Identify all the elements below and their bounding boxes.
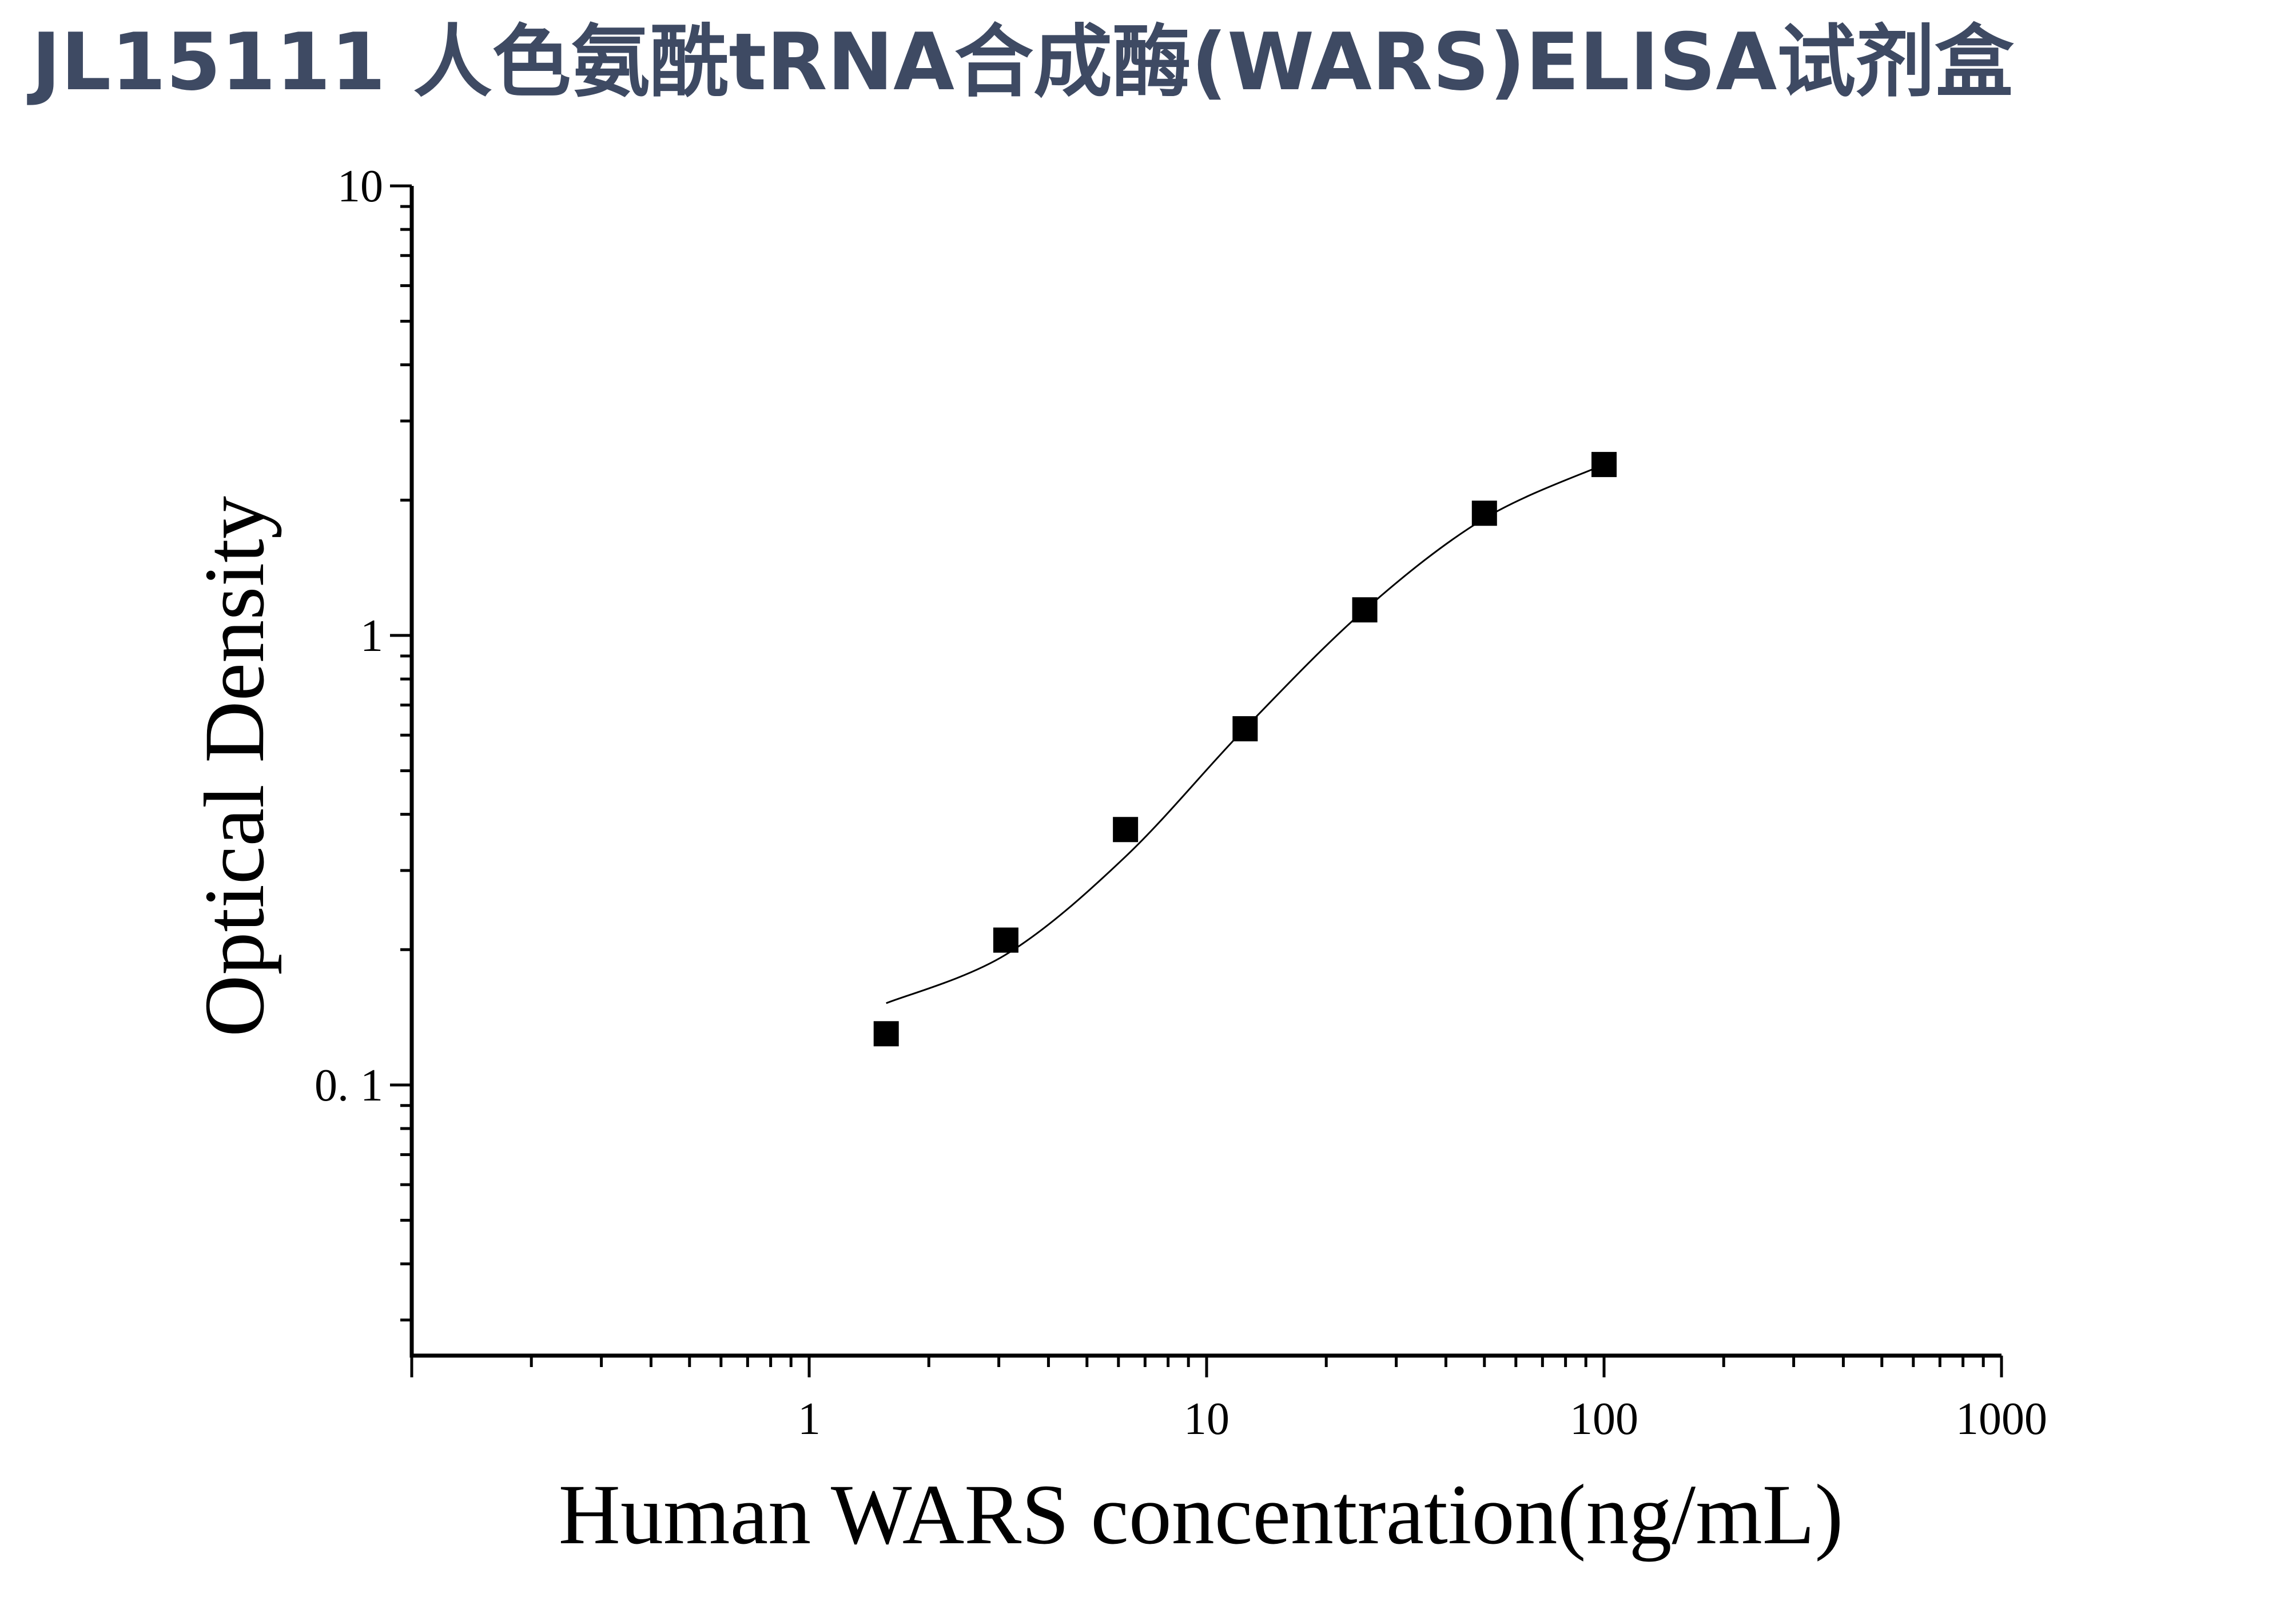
data-point	[1232, 716, 1258, 742]
chart-ticks	[390, 184, 2003, 1377]
data-point	[993, 927, 1018, 953]
data-point	[1113, 817, 1139, 843]
x-tick-label: 100	[1570, 1394, 1638, 1444]
x-tick-label: 10	[1184, 1394, 1229, 1444]
data-point	[873, 1021, 899, 1047]
chart-tick-labels: 1 10 100 1000 10 1 0. 1	[315, 161, 2047, 1444]
y-axis-title: Optical Density	[187, 496, 282, 1037]
x-axis-title: Human WARS concentration(ng/mL)	[559, 1467, 1844, 1562]
data-point	[1471, 500, 1497, 526]
y-tick-label: 1	[360, 611, 383, 661]
x-tick-label: 1	[798, 1394, 821, 1444]
y-tick-label: 0. 1	[315, 1060, 383, 1111]
y-tick-label: 10	[337, 161, 383, 212]
x-tick-label: 1000	[1956, 1394, 2047, 1444]
page-title: JL15111 人色氨酰tRNA合成酶(WARS)ELISA试剂盒	[31, 16, 2014, 108]
data-points	[873, 452, 1617, 1047]
data-point	[1352, 597, 1378, 623]
data-point	[1591, 452, 1617, 478]
